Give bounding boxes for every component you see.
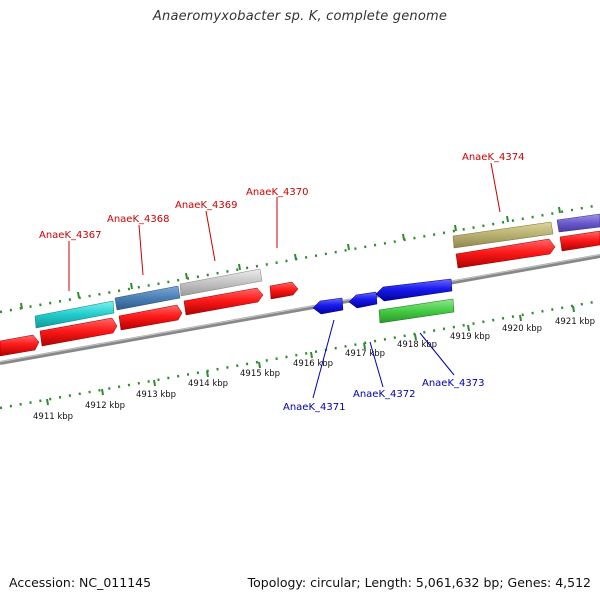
rna-feature-green[interactable]	[378, 298, 455, 324]
gene-label-anaek-4370[interactable]: AnaeK_4370	[246, 187, 308, 198]
cds-arrow[interactable]	[455, 238, 556, 269]
gene-label-anaek-4369[interactable]: AnaeK_4369	[175, 200, 237, 211]
gene-anaek-4373[interactable]	[375, 278, 453, 302]
tick-label: 4921 kbp	[555, 317, 595, 327]
tick-label: 4912 kbp	[85, 401, 125, 411]
gene-anaek-4369[interactable]	[179, 268, 263, 297]
gene-anaek-4371[interactable]	[312, 297, 344, 315]
gene-label-anaek-4367[interactable]: AnaeK_4367	[39, 230, 101, 241]
reverse-major-ticks	[46, 305, 575, 406]
tick-label: 4916 kbp	[293, 359, 333, 369]
tick-label: 4917 kbp	[345, 349, 385, 359]
tick-label: 4915 kbp	[240, 369, 280, 379]
tick-label: 4918 kbp	[397, 340, 437, 350]
tick-label: 4914 kbp	[188, 379, 228, 389]
genome-summary-text: Topology: circular; Length: 5,061,632 bp…	[247, 575, 591, 590]
forward-gene-callouts	[68, 162, 501, 291]
cds-arrow[interactable]	[559, 230, 600, 252]
forward-cds-track	[0, 230, 600, 357]
gene-anaek-4367[interactable]	[34, 300, 115, 329]
gene-label-anaek-4371[interactable]: AnaeK_4371	[283, 402, 345, 413]
tick-label: 4920 kbp	[502, 324, 542, 334]
reverse-tick-track	[0, 299, 600, 410]
gene-label-anaek-4374[interactable]: AnaeK_4374	[462, 152, 524, 163]
gene-label-anaek-4368[interactable]: AnaeK_4368	[107, 214, 169, 225]
forward-major-ticks	[20, 206, 561, 310]
scale-labels: 4911 kbp 4912 kbp 4913 kbp 4914 kbp 4915…	[33, 317, 595, 422]
genome-backbone	[0, 254, 600, 365]
tick-label: 4911 kbp	[33, 412, 73, 422]
tick-label: 4919 kbp	[450, 332, 490, 342]
gene-label-anaek-4372[interactable]: AnaeK_4372	[353, 389, 415, 400]
reverse-gene-callouts	[312, 319, 455, 399]
accession-text: Accession: NC_011145	[9, 575, 152, 590]
reverse-cds-track	[312, 278, 453, 315]
genome-title: Anaeromyxobacter sp. K, complete genome	[152, 9, 448, 24]
gene-anaek-4374[interactable]	[452, 221, 554, 249]
cds-arrow[interactable]	[269, 281, 299, 300]
gene-partial-right-purple[interactable]	[556, 213, 600, 233]
forward-tick-track	[0, 203, 600, 314]
tick-label: 4913 kbp	[136, 390, 176, 400]
cds-arrow[interactable]	[118, 304, 183, 331]
gene-anaek-4368[interactable]	[114, 285, 181, 311]
gene-anaek-4372[interactable]	[348, 291, 378, 309]
cds-arrow[interactable]	[0, 334, 40, 357]
cds-arrow[interactable]	[39, 317, 118, 347]
cds-arrow[interactable]	[183, 287, 264, 316]
gene-label-anaek-4373[interactable]: AnaeK_4373	[422, 378, 484, 389]
